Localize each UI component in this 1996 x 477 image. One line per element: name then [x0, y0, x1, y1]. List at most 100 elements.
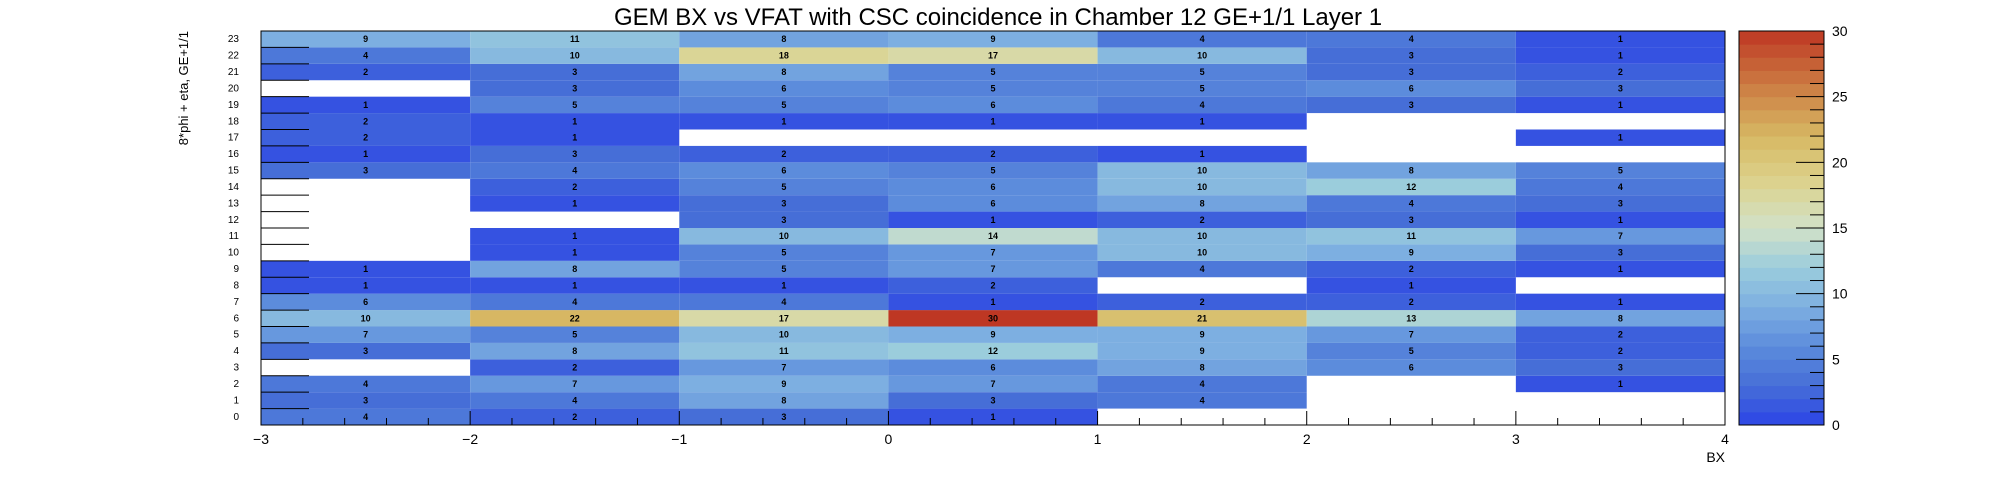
colorbar-segment — [1739, 319, 1824, 334]
heatmap-cell — [470, 342, 680, 360]
cell-value-label: 10 — [1197, 166, 1207, 176]
cell-value-label: 2 — [572, 363, 577, 373]
y-tick-label: 13 — [228, 198, 240, 209]
heatmap-cell — [470, 228, 680, 245]
heatmap-cell — [888, 31, 1098, 48]
cell-value-label: 3 — [781, 198, 786, 208]
cell-value-label: 1 — [1618, 215, 1623, 225]
colorbar-segment — [1739, 31, 1824, 45]
y-tick-label: 0 — [233, 412, 239, 423]
cell-value-label: 6 — [1409, 83, 1414, 93]
cell-value-label: 7 — [781, 363, 786, 373]
heatmap-cell — [470, 80, 680, 97]
colorbar-tick-label: 15 — [1832, 220, 1848, 236]
heatmap-cell — [1097, 211, 1307, 228]
heatmap-cell — [1515, 293, 1725, 311]
cell-value-label: 4 — [1200, 395, 1205, 405]
heatmap-cell — [1515, 260, 1725, 278]
y-tick-label: 14 — [228, 182, 240, 193]
heatmap-cell — [1097, 326, 1307, 343]
cell-value-label: 7 — [990, 379, 995, 389]
heatmap-cell — [1306, 359, 1516, 376]
cell-value-label: 21 — [1197, 313, 1207, 323]
cell-value-label: 10 — [1197, 231, 1207, 241]
cell-value-label: 8 — [1200, 363, 1205, 373]
heatmap-cell — [679, 326, 889, 343]
heatmap-cell — [470, 326, 680, 343]
cell-value-label: 3 — [572, 149, 577, 159]
y-tick-label: 8 — [233, 280, 239, 291]
heatmap-cell — [679, 47, 889, 64]
heatmap-cell — [1515, 244, 1725, 261]
cell-value-label: 8 — [781, 34, 786, 44]
heatmap-cell — [888, 408, 1098, 425]
cell-value-label: 3 — [363, 346, 368, 356]
cell-value-label: 6 — [990, 363, 995, 373]
cell-value-label: 9 — [990, 34, 995, 44]
heatmap-cell — [888, 80, 1098, 97]
cell-value-label: 3 — [363, 166, 368, 176]
cell-value-label: 4 — [1200, 34, 1205, 44]
cell-value-label: 14 — [988, 231, 998, 241]
heatmap-cell — [679, 260, 889, 278]
cell-value-label: 1 — [1618, 34, 1623, 44]
cell-value-label: 7 — [990, 264, 995, 274]
heatmap-cell — [888, 96, 1098, 114]
heatmap-cell — [1515, 80, 1725, 97]
heatmap-cell — [679, 277, 889, 294]
cell-value-label: 6 — [990, 198, 995, 208]
cell-value-label: 4 — [1618, 182, 1623, 192]
cell-value-label: 4 — [1200, 100, 1205, 110]
cell-value-label: 4 — [1409, 34, 1414, 44]
colorbar-segment — [1739, 96, 1824, 111]
cell-value-label: 4 — [1409, 198, 1414, 208]
heatmap-cell — [470, 113, 680, 130]
cell-value-label: 7 — [363, 330, 368, 340]
heatmap-cell — [679, 178, 889, 196]
cell-value-label: 2 — [990, 149, 995, 159]
cell-value-label: 5 — [990, 83, 995, 93]
cell-value-label: 9 — [990, 330, 995, 340]
cell-value-label: 11 — [1407, 231, 1417, 241]
cell-value-label: 13 — [1406, 313, 1416, 323]
heatmap-cell — [679, 80, 889, 97]
x-tick-label: −2 — [462, 431, 478, 447]
heatmap-cell — [1515, 178, 1725, 196]
heatmap-cell — [261, 342, 471, 360]
heatmap-cell — [261, 129, 471, 146]
heatmap-cell — [1306, 162, 1516, 179]
y-tick-label: 7 — [233, 297, 239, 308]
cell-value-label: 8 — [781, 395, 786, 405]
heatmap-cell — [261, 145, 471, 163]
y-tick-label: 17 — [228, 133, 240, 144]
heatmap-cell — [470, 310, 680, 327]
cell-value-label: 3 — [1409, 100, 1414, 110]
colorbar-segment — [1739, 359, 1824, 373]
heatmap-cell — [1515, 47, 1725, 64]
heatmap-cell — [888, 310, 1098, 327]
heatmap-cell — [470, 260, 680, 278]
colorbar-segment — [1739, 109, 1824, 124]
y-tick-label: 2 — [233, 379, 239, 390]
heatmap-cell — [888, 162, 1098, 179]
heatmap-cell — [1097, 260, 1307, 278]
heatmap-cell — [679, 195, 889, 212]
colorbar-segment — [1739, 372, 1824, 387]
colorbar-segment — [1739, 70, 1824, 85]
heatmap-cell — [261, 277, 471, 294]
heatmap-cell — [679, 31, 889, 48]
heatmap-cell — [888, 326, 1098, 343]
chart-title: GEM BX vs VFAT with CSC coincidence in C… — [613, 4, 1383, 31]
heatmap-cell — [1515, 375, 1725, 393]
heatmap-cell — [888, 277, 1098, 294]
heatmap-cell — [1097, 162, 1307, 179]
cell-value-label: 3 — [781, 215, 786, 225]
cell-value-label: 12 — [1406, 182, 1416, 192]
cell-value-label: 3 — [781, 412, 786, 422]
cell-value-label: 2 — [1409, 297, 1414, 307]
heatmap-cell — [888, 145, 1098, 163]
heatmap-cell — [1097, 96, 1307, 114]
cell-value-label: 6 — [1409, 363, 1414, 373]
heatmap-cell — [1515, 195, 1725, 212]
y-tick-label: 9 — [233, 264, 239, 275]
